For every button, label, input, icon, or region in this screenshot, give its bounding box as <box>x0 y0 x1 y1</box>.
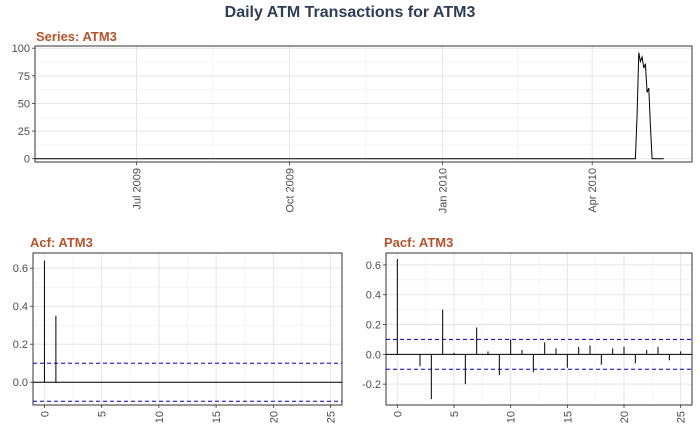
series-panel-border <box>34 45 693 163</box>
series-x-tick-label: Jul 2009 <box>131 168 143 210</box>
series-y-tick-label: 25 <box>18 126 30 138</box>
series-x-tick-label: Oct 2009 <box>284 168 296 213</box>
series-x-tick-label: Jan 2010 <box>438 168 450 213</box>
series-line <box>35 52 664 160</box>
pacf-y-tick-label: 0.2 <box>366 320 381 332</box>
pacf-plot: -0.2 0.0 0.2 0.4 0.6 0 5 10 15 20 25 <box>362 252 693 423</box>
pacf-x-tick-label: 20 <box>619 411 631 423</box>
series-y-tick-label: 50 <box>18 98 30 110</box>
pacf-y-tick-label: -0.2 <box>362 379 381 391</box>
acf-x-tick-label: 10 <box>154 411 166 423</box>
pacf-x-tick-label: 0 <box>392 411 404 417</box>
pacf-y-tick-label: 0.0 <box>366 349 381 361</box>
acf-panel-border <box>32 252 343 406</box>
acf-x-tick-label: 5 <box>97 411 109 417</box>
acf-panel-title: Acf: ATM3 <box>30 235 93 250</box>
acf-plot: 0.0 0.2 0.4 0.6 0 5 10 15 20 25 <box>13 252 343 423</box>
pacf-x-tick-label: 10 <box>506 411 518 423</box>
series-plot: 0 25 50 75 100 Jul 2009 Oct 2009 Jan 2010 Apr 20… <box>12 43 693 213</box>
series-y-tick-label: 75 <box>18 71 30 83</box>
acf-x-tick-label: 0 <box>39 411 51 417</box>
page-title: Daily ATM Transactions for ATM3 <box>224 4 476 21</box>
pacf-x-tick-label: 15 <box>562 411 574 423</box>
series-y-tick-label: 0 <box>24 154 30 166</box>
acf-y-tick-label: 0.2 <box>13 339 28 351</box>
acf-x-tick-label: 20 <box>268 411 280 423</box>
acf-x-tick-label: 25 <box>326 411 338 423</box>
acf-y-tick-label: 0.6 <box>13 263 28 275</box>
pacf-y-tick-label: 0.4 <box>366 290 381 302</box>
pacf-x-tick-label: 25 <box>676 411 688 423</box>
acf-x-tick-label: 15 <box>211 411 223 423</box>
series-x-tick-label: Apr 2010 <box>587 168 599 213</box>
series-y-tick-label: 100 <box>12 43 30 55</box>
pacf-x-tick-label: 5 <box>449 411 461 417</box>
pacf-y-tick-label: 0.6 <box>366 260 381 272</box>
acf-y-tick-label: 0.4 <box>13 301 28 313</box>
series-panel-title: Series: ATM3 <box>36 29 117 44</box>
acf-y-tick-label: 0.0 <box>13 377 28 389</box>
pacf-panel-border <box>385 252 693 406</box>
pacf-panel-title: Pacf: ATM3 <box>384 235 454 250</box>
